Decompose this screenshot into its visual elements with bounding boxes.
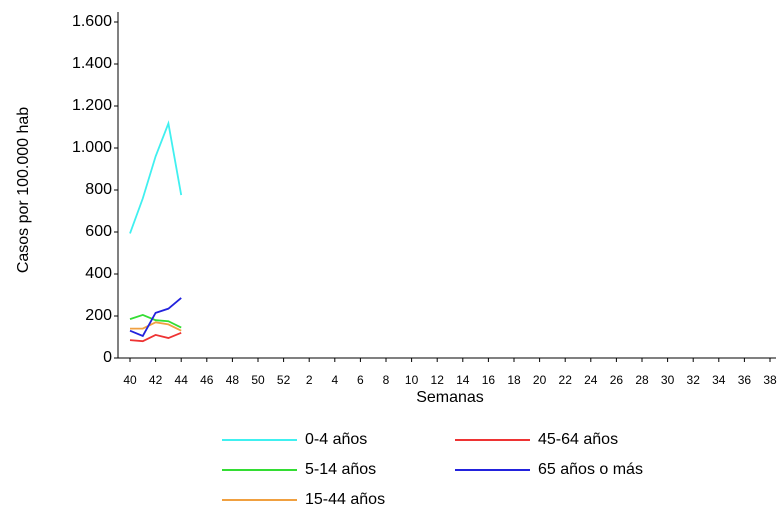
series-line: [129, 297, 182, 338]
x-tick-label: 50: [251, 373, 265, 387]
y-tick-label: 0: [103, 349, 112, 366]
x-tick-label: 34: [712, 373, 726, 387]
y-tick-label: 1.200: [72, 97, 112, 114]
x-tick-label: 26: [610, 373, 624, 387]
x-tick-label: 24: [584, 373, 598, 387]
series-line: [129, 313, 182, 329]
x-tick-label: 44: [175, 373, 189, 387]
x-tick-label: 28: [635, 373, 649, 387]
x-tick-label: 6: [357, 373, 364, 387]
x-tick-label: 18: [507, 373, 521, 387]
x-tick-label: 2: [306, 373, 313, 387]
legend-label: 5-14 años: [305, 461, 376, 478]
x-tick-label: 32: [687, 373, 701, 387]
series-line: [129, 120, 183, 234]
x-tick-label: 8: [383, 373, 390, 387]
series-line: [130, 321, 182, 332]
x-tick-label: 4: [331, 373, 338, 387]
x-tick-label: 10: [405, 373, 419, 387]
y-tick-label: 1.000: [72, 139, 112, 156]
y-tick-label: 200: [85, 307, 112, 324]
x-tick-label: 40: [123, 373, 137, 387]
x-tick-label: 46: [200, 373, 214, 387]
legend-label: 0-4 años: [305, 431, 367, 448]
x-tick-label: 38: [763, 373, 777, 387]
legend-label: 45-64 años: [538, 431, 618, 448]
series-line: [129, 331, 182, 343]
x-tick-label: 20: [533, 373, 547, 387]
y-tick-label: 600: [85, 223, 112, 240]
legend-label: 15-44 años: [305, 491, 385, 508]
y-axis-label: Casos por 100.000 hab: [15, 107, 32, 273]
x-tick-label: 30: [661, 373, 675, 387]
x-axis-label: Semanas: [416, 389, 484, 406]
x-tick-label: 52: [277, 373, 291, 387]
y-tick-label: 400: [85, 265, 112, 282]
y-tick-label: 800: [85, 181, 112, 198]
x-tick-label: 16: [482, 373, 496, 387]
x-tick-label: 36: [738, 373, 752, 387]
legend-label: 65 años o más: [538, 461, 643, 478]
x-tick-label: 14: [456, 373, 470, 387]
x-tick-label: 22: [559, 373, 573, 387]
y-tick-label: 1.600: [72, 13, 112, 30]
y-tick-label: 1.400: [72, 55, 112, 72]
x-tick-label: 42: [149, 373, 163, 387]
x-tick-label: 12: [431, 373, 445, 387]
x-tick-label: 48: [226, 373, 240, 387]
